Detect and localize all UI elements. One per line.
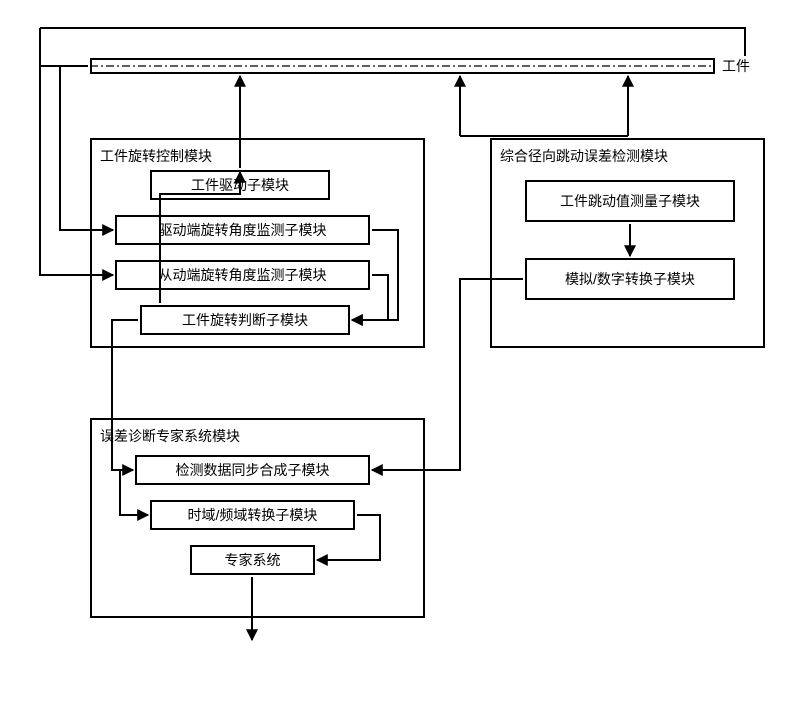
sub-a2-drive-angle: 驱动端旋转角度监测子模块 [115, 215, 370, 245]
sub-a3-driven-angle: 从动端旋转角度监测子模块 [115, 260, 370, 290]
module-runout-detect: 综合径向跳动误差检测模块 [490, 138, 765, 348]
workpiece-bar [90, 58, 715, 74]
sub-b2-label: 模拟/数字转换子模块 [565, 269, 695, 289]
sub-a4-label: 工件旋转判断子模块 [182, 310, 308, 330]
sub-c1-sync-synth: 检测数据同步合成子模块 [135, 455, 370, 485]
sub-a4-rotation-judge: 工件旋转判断子模块 [140, 305, 350, 335]
sub-b1-label: 工件跳动值测量子模块 [560, 191, 700, 211]
sub-c2-label: 时域/频域转换子模块 [188, 505, 318, 525]
sub-c3-label: 专家系统 [225, 550, 281, 570]
module-b-title: 综合径向跳动误差检测模块 [500, 146, 668, 166]
sub-a3-label: 从动端旋转角度监测子模块 [159, 265, 327, 285]
sub-a1-drive: 工件驱动子模块 [150, 170, 330, 200]
workpiece-label: 工件 [722, 56, 750, 76]
sub-a1-label: 工件驱动子模块 [191, 175, 289, 195]
sub-a2-label: 驱动端旋转角度监测子模块 [159, 220, 327, 240]
module-a-title: 工件旋转控制模块 [100, 146, 212, 166]
module-c-title: 误差诊断专家系统模块 [100, 426, 240, 446]
sub-c2-time-freq: 时域/频域转换子模块 [150, 500, 355, 530]
sub-c1-label: 检测数据同步合成子模块 [176, 460, 330, 480]
sub-c3-expert: 专家系统 [190, 545, 315, 575]
sub-b1-runout-measure: 工件跳动值测量子模块 [525, 180, 735, 222]
sub-b2-adc: 模拟/数字转换子模块 [525, 258, 735, 300]
edge-top-rail [40, 28, 745, 56]
